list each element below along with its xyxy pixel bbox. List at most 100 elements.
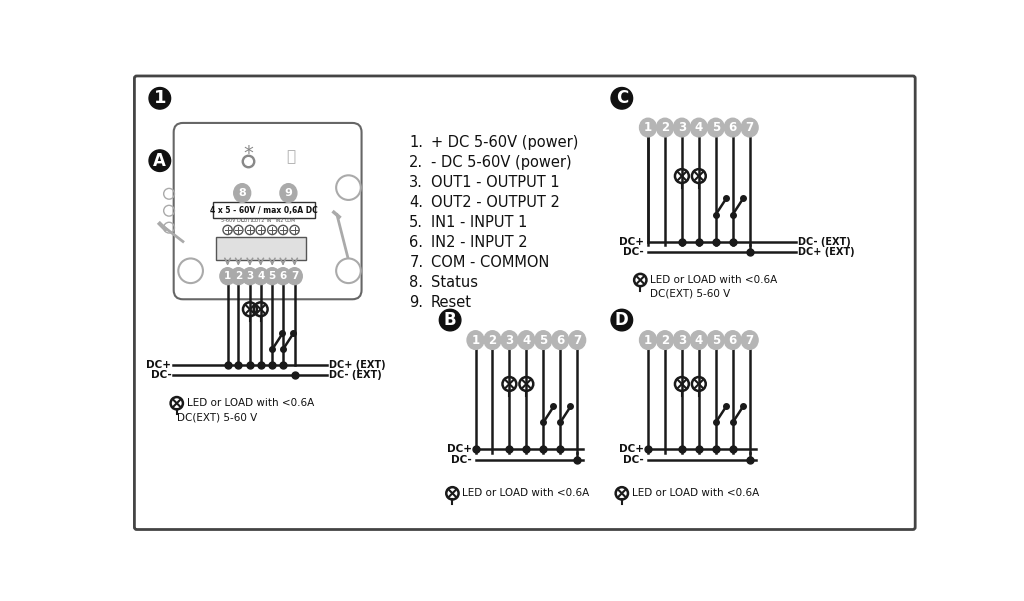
Ellipse shape	[230, 267, 246, 285]
Ellipse shape	[264, 267, 280, 285]
Text: DC+ (EXT): DC+ (EXT)	[798, 247, 855, 257]
FancyBboxPatch shape	[213, 203, 314, 218]
Text: Status: Status	[431, 275, 478, 290]
Text: DC+: DC+	[146, 360, 171, 370]
Text: OUT2 - OUTPUT 2: OUT2 - OUTPUT 2	[431, 195, 560, 210]
Ellipse shape	[233, 184, 251, 203]
Ellipse shape	[741, 118, 758, 137]
FancyBboxPatch shape	[174, 123, 361, 299]
Text: 5: 5	[268, 271, 275, 281]
Circle shape	[150, 88, 171, 109]
Text: 4 x 5 - 60V / max 0,6A DC: 4 x 5 - 60V / max 0,6A DC	[210, 206, 317, 215]
Text: DC+: DC+	[620, 237, 644, 246]
Ellipse shape	[220, 267, 236, 285]
Text: DC-: DC-	[624, 247, 644, 257]
Ellipse shape	[280, 184, 297, 203]
Text: 3: 3	[505, 334, 513, 347]
Text: 2: 2	[660, 334, 669, 347]
Ellipse shape	[741, 331, 758, 349]
Text: OUT1 - OUTPUT 1: OUT1 - OUTPUT 1	[431, 175, 559, 191]
Text: 7: 7	[745, 121, 754, 134]
Text: 3: 3	[247, 271, 254, 281]
Text: 5-60V DC: 5-60V DC	[221, 218, 245, 223]
Text: 1: 1	[644, 334, 652, 347]
Text: 3: 3	[678, 121, 686, 134]
Text: DC- (EXT): DC- (EXT)	[330, 370, 382, 380]
Text: IN: IN	[266, 218, 271, 223]
Text: 7: 7	[573, 334, 582, 347]
Text: OUT1: OUT1	[241, 218, 254, 223]
Text: IN2 - INPUT 2: IN2 - INPUT 2	[431, 236, 527, 251]
Text: 1: 1	[644, 121, 652, 134]
Circle shape	[439, 310, 461, 331]
FancyBboxPatch shape	[134, 76, 915, 529]
Ellipse shape	[501, 331, 518, 349]
Text: 5: 5	[712, 121, 720, 134]
Ellipse shape	[287, 267, 302, 285]
Circle shape	[611, 310, 633, 331]
Text: 4: 4	[522, 334, 530, 347]
Ellipse shape	[656, 331, 674, 349]
Ellipse shape	[467, 331, 484, 349]
Text: OUT2: OUT2	[252, 218, 265, 223]
Ellipse shape	[690, 118, 708, 137]
Text: 7.: 7.	[410, 255, 424, 270]
Text: 6: 6	[280, 271, 287, 281]
Text: 5: 5	[712, 334, 720, 347]
Text: 2.: 2.	[410, 155, 424, 170]
Ellipse shape	[568, 331, 586, 349]
Text: 9: 9	[285, 188, 292, 198]
Text: LED or LOAD with <0.6A: LED or LOAD with <0.6A	[186, 398, 314, 408]
Text: 9.: 9.	[410, 296, 423, 311]
FancyBboxPatch shape	[216, 237, 306, 260]
Text: LED or LOAD with <0.6A: LED or LOAD with <0.6A	[463, 488, 590, 498]
Ellipse shape	[656, 118, 674, 137]
Text: 1.: 1.	[410, 135, 423, 150]
Ellipse shape	[690, 331, 708, 349]
Ellipse shape	[243, 267, 258, 285]
Text: - DC 5-60V (power): - DC 5-60V (power)	[431, 155, 571, 170]
Text: DC-: DC-	[151, 370, 171, 380]
Text: 5.: 5.	[410, 215, 423, 230]
Text: COM - COMMON: COM - COMMON	[431, 255, 549, 270]
Text: 6.: 6.	[410, 236, 423, 251]
Text: 8: 8	[239, 188, 246, 198]
Text: C: C	[615, 90, 628, 108]
Text: 3: 3	[678, 334, 686, 347]
Ellipse shape	[708, 331, 724, 349]
Text: A: A	[154, 151, 166, 169]
Text: 4: 4	[257, 271, 264, 281]
Text: 7: 7	[745, 334, 754, 347]
Ellipse shape	[535, 331, 552, 349]
Text: 5: 5	[540, 334, 548, 347]
Text: DC(EXT) 5-60 V: DC(EXT) 5-60 V	[177, 412, 257, 422]
Text: DC+: DC+	[620, 444, 644, 454]
Text: DC-: DC-	[451, 455, 472, 465]
Text: + DC 5-60V (power): + DC 5-60V (power)	[431, 135, 579, 150]
Text: 7: 7	[291, 271, 298, 281]
Text: IN2: IN2	[275, 218, 284, 223]
Text: 8.: 8.	[410, 275, 423, 290]
Text: 6: 6	[728, 121, 737, 134]
Text: 4: 4	[694, 334, 702, 347]
Text: DC-: DC-	[624, 455, 644, 465]
Text: 6: 6	[728, 334, 737, 347]
Text: 2: 2	[488, 334, 497, 347]
Ellipse shape	[253, 267, 268, 285]
Text: DC(EXT) 5-60 V: DC(EXT) 5-60 V	[650, 288, 730, 298]
Ellipse shape	[552, 331, 568, 349]
Text: 1: 1	[224, 271, 231, 281]
Text: LED or LOAD with <0.6A: LED or LOAD with <0.6A	[632, 488, 759, 498]
Text: 2: 2	[234, 271, 242, 281]
Text: ✋: ✋	[286, 149, 295, 164]
Ellipse shape	[518, 331, 535, 349]
Ellipse shape	[674, 331, 690, 349]
Text: *: *	[244, 144, 253, 163]
Text: DC+ (EXT): DC+ (EXT)	[330, 360, 386, 370]
Text: 2: 2	[660, 121, 669, 134]
Circle shape	[611, 88, 633, 109]
Ellipse shape	[640, 331, 656, 349]
Text: DC+: DC+	[446, 444, 472, 454]
Text: COM: COM	[285, 218, 296, 223]
Ellipse shape	[724, 331, 741, 349]
